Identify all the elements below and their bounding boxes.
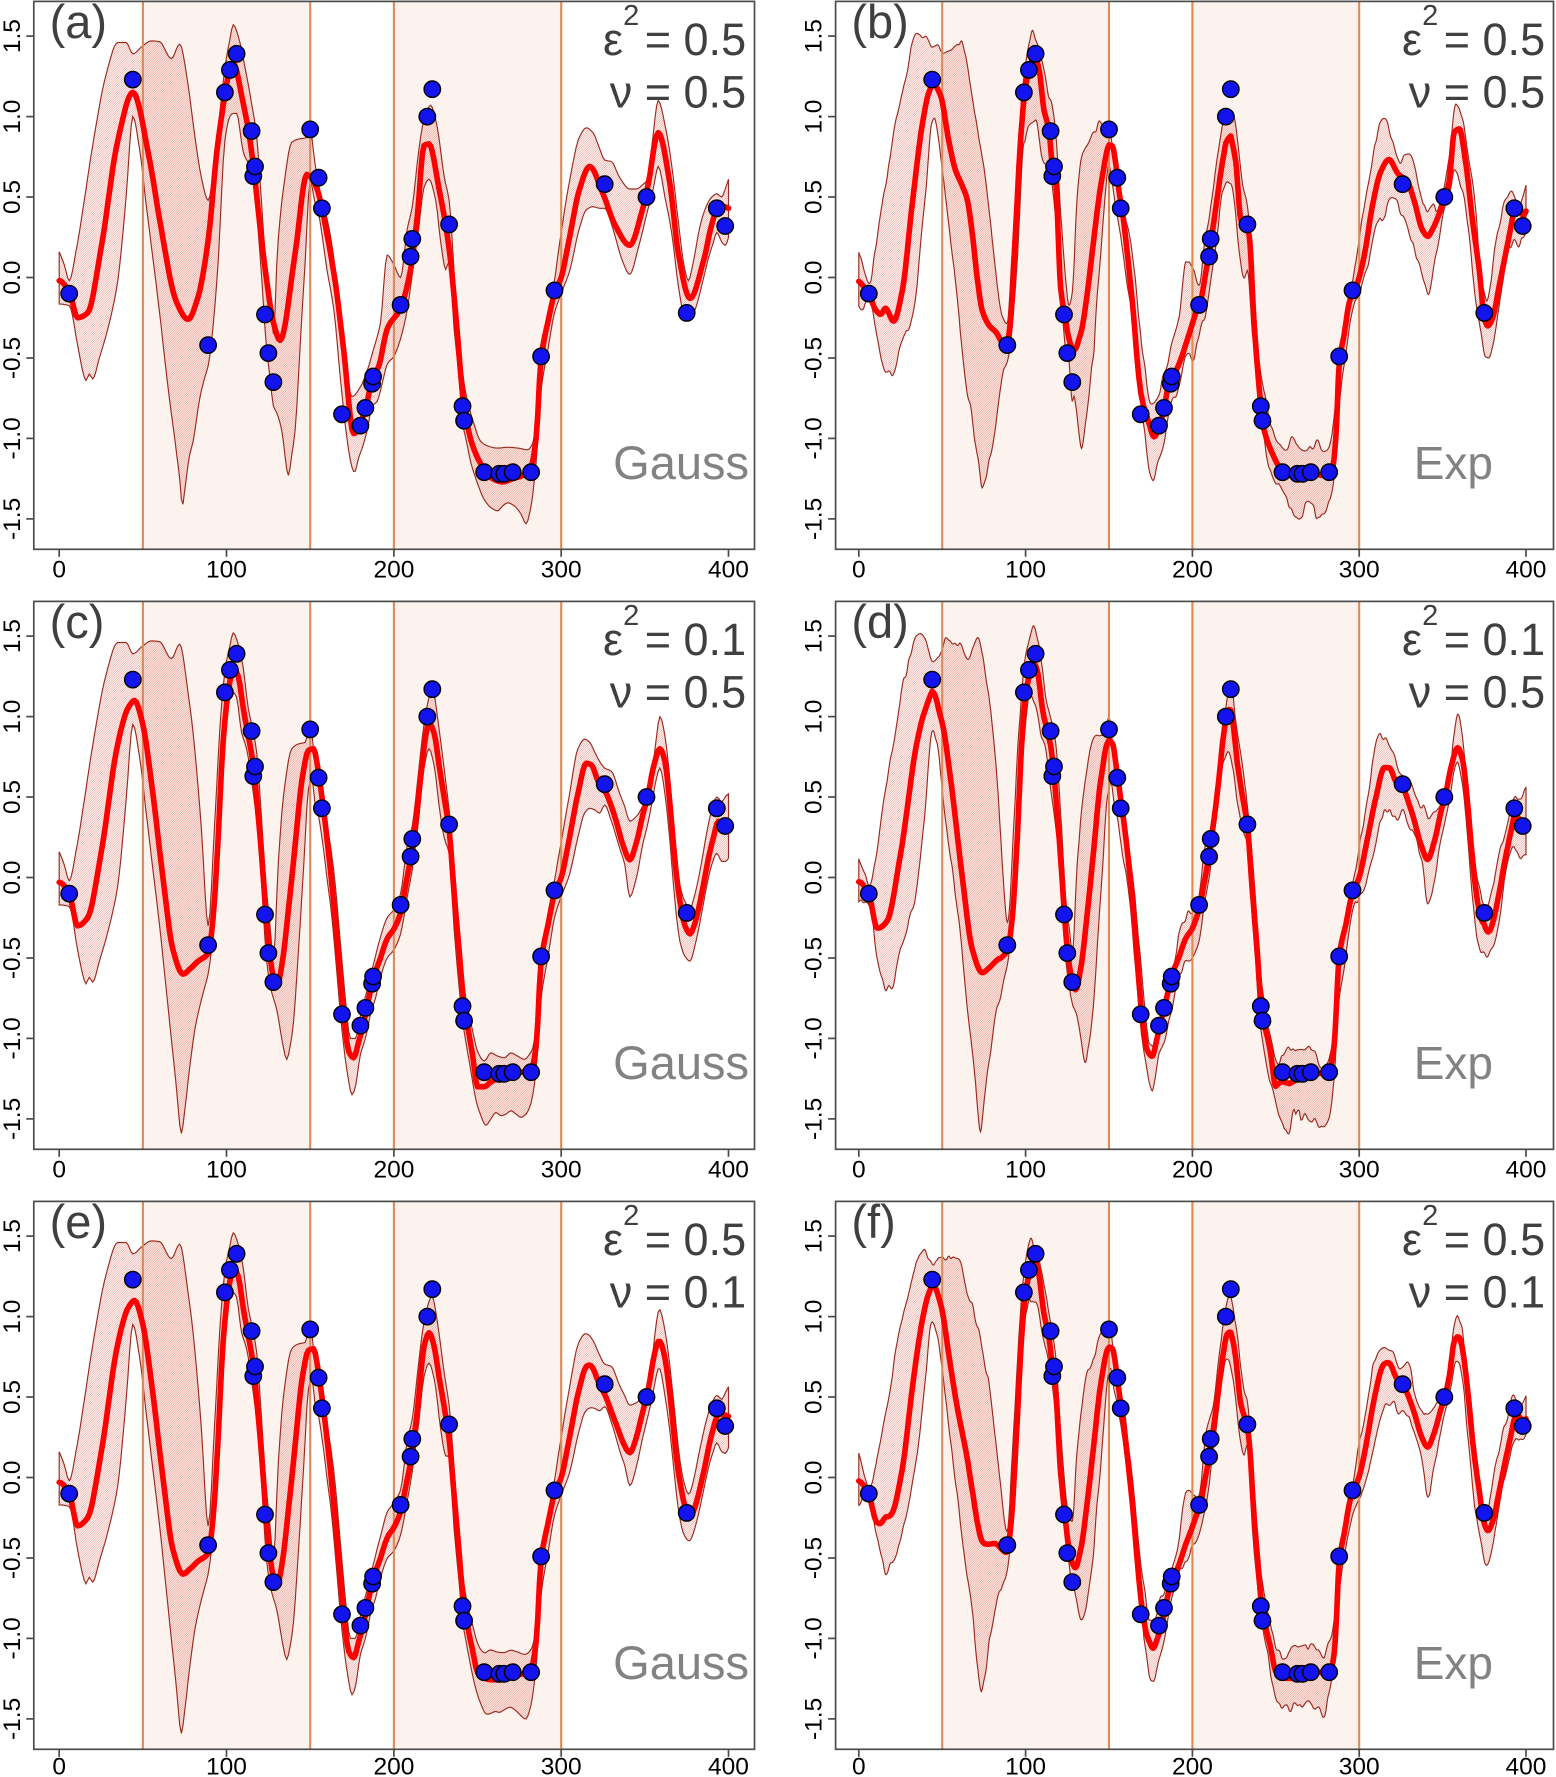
svg-text:0: 0 <box>852 1156 866 1183</box>
svg-text:-1.5: -1.5 <box>801 1098 828 1140</box>
svg-text:100: 100 <box>206 1753 247 1777</box>
svg-text:200: 200 <box>1172 1753 1213 1777</box>
svg-text:(c): (c) <box>50 595 105 648</box>
svg-text:-0.5: -0.5 <box>0 337 26 379</box>
svg-text:-1.0: -1.0 <box>801 1017 828 1059</box>
svg-text:Exp: Exp <box>1414 1037 1493 1089</box>
svg-text:1.0: 1.0 <box>0 700 26 734</box>
svg-text:Exp: Exp <box>1414 1637 1493 1689</box>
svg-text:ν = 0.5: ν = 0.5 <box>1409 67 1545 118</box>
svg-text:(f): (f) <box>851 1195 895 1248</box>
svg-text:100: 100 <box>1005 1753 1046 1777</box>
svg-text:Gauss: Gauss <box>613 1636 749 1689</box>
svg-text:400: 400 <box>1506 1156 1547 1183</box>
svg-text:-0.5: -0.5 <box>801 1537 828 1579</box>
svg-text:100: 100 <box>206 1156 247 1183</box>
svg-text:1.5: 1.5 <box>0 19 26 53</box>
svg-text:0.5: 0.5 <box>801 1380 828 1414</box>
svg-text:0.0: 0.0 <box>801 860 828 894</box>
svg-text:200: 200 <box>1172 1156 1213 1183</box>
svg-text:(a): (a) <box>50 0 107 48</box>
svg-text:-0.5: -0.5 <box>801 337 828 379</box>
svg-text:(d): (d) <box>851 595 908 648</box>
svg-text:100: 100 <box>206 556 247 583</box>
svg-text:400: 400 <box>708 1156 749 1183</box>
svg-text:1.5: 1.5 <box>801 19 828 53</box>
svg-text:-1.0: -1.0 <box>0 1017 26 1059</box>
svg-text:300: 300 <box>1339 556 1380 583</box>
svg-text:0: 0 <box>52 1156 66 1183</box>
svg-text:(b): (b) <box>851 0 908 48</box>
svg-text:200: 200 <box>373 556 414 583</box>
svg-text:0: 0 <box>52 556 66 583</box>
svg-text:300: 300 <box>541 1156 582 1183</box>
svg-text:0.5: 0.5 <box>801 180 828 214</box>
svg-text:1.0: 1.0 <box>0 100 26 134</box>
svg-text:-1.5: -1.5 <box>0 1698 26 1740</box>
svg-text:0: 0 <box>52 1753 66 1777</box>
svg-text:200: 200 <box>1172 556 1213 583</box>
svg-text:-1.0: -1.0 <box>0 1617 26 1659</box>
svg-text:0.5: 0.5 <box>0 1380 26 1414</box>
svg-text:1.0: 1.0 <box>801 100 828 134</box>
svg-text:1.0: 1.0 <box>0 1300 26 1334</box>
svg-text:ν = 0.1: ν = 0.1 <box>1409 1267 1545 1318</box>
svg-text:-0.5: -0.5 <box>0 937 26 979</box>
svg-text:0.5: 0.5 <box>0 780 26 814</box>
svg-text:300: 300 <box>1339 1753 1380 1777</box>
svg-text:(e): (e) <box>50 1195 107 1248</box>
svg-text:-1.0: -1.0 <box>801 417 828 459</box>
svg-text:0: 0 <box>852 1753 866 1777</box>
svg-text:-0.5: -0.5 <box>0 1537 26 1579</box>
svg-text:0.0: 0.0 <box>0 260 26 294</box>
svg-text:-0.5: -0.5 <box>801 937 828 979</box>
svg-text:-1.0: -1.0 <box>801 1617 828 1659</box>
svg-text:1.5: 1.5 <box>0 1219 26 1253</box>
svg-text:ν = 0.5: ν = 0.5 <box>610 67 746 118</box>
svg-text:Gauss: Gauss <box>613 436 749 489</box>
svg-text:300: 300 <box>1339 1156 1380 1183</box>
svg-text:1.5: 1.5 <box>801 619 828 653</box>
svg-text:ν = 0.5: ν = 0.5 <box>610 667 746 718</box>
svg-text:0.0: 0.0 <box>801 260 828 294</box>
svg-text:-1.5: -1.5 <box>0 1098 26 1140</box>
svg-text:-1.5: -1.5 <box>801 1698 828 1740</box>
svg-text:0: 0 <box>852 556 866 583</box>
svg-text:400: 400 <box>708 556 749 583</box>
svg-text:1.5: 1.5 <box>0 619 26 653</box>
svg-text:0.5: 0.5 <box>0 180 26 214</box>
svg-text:300: 300 <box>541 1753 582 1777</box>
svg-text:200: 200 <box>373 1753 414 1777</box>
svg-text:ν = 0.1: ν = 0.1 <box>610 1267 746 1318</box>
svg-text:400: 400 <box>708 1753 749 1777</box>
svg-text:0.0: 0.0 <box>0 860 26 894</box>
svg-text:-1.0: -1.0 <box>0 417 26 459</box>
svg-text:300: 300 <box>541 556 582 583</box>
svg-text:1.0: 1.0 <box>801 700 828 734</box>
svg-text:100: 100 <box>1005 556 1046 583</box>
svg-text:ν = 0.5: ν = 0.5 <box>1409 667 1545 718</box>
svg-text:Exp: Exp <box>1414 437 1493 489</box>
svg-text:400: 400 <box>1506 1753 1547 1777</box>
svg-text:1.5: 1.5 <box>801 1219 828 1253</box>
svg-text:400: 400 <box>1506 556 1547 583</box>
svg-text:-1.5: -1.5 <box>801 498 828 540</box>
svg-text:1.0: 1.0 <box>801 1300 828 1334</box>
svg-text:200: 200 <box>373 1156 414 1183</box>
svg-text:Gauss: Gauss <box>613 1036 749 1089</box>
svg-text:0.0: 0.0 <box>0 1460 26 1494</box>
svg-text:0.0: 0.0 <box>801 1460 828 1494</box>
svg-text:0.5: 0.5 <box>801 780 828 814</box>
svg-text:-1.5: -1.5 <box>0 498 26 540</box>
svg-text:100: 100 <box>1005 1156 1046 1183</box>
